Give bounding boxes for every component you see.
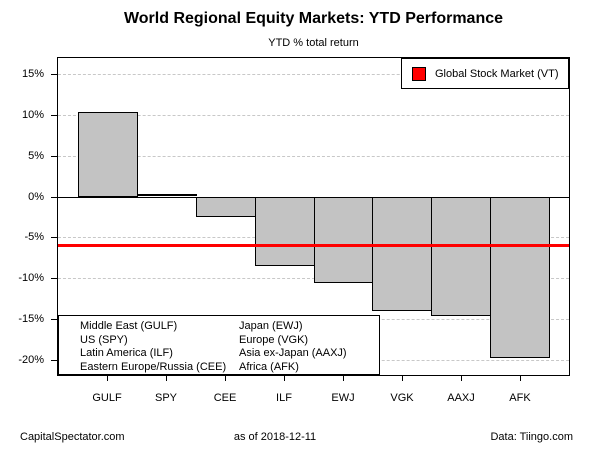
bar-ilf [255, 197, 315, 266]
bar-vgk [372, 197, 432, 311]
bar-gulf [78, 112, 138, 197]
x-tick-ilf [284, 376, 285, 381]
y-tick-15 [51, 74, 57, 75]
plot-area: Global Stock Market (VT) Middle East (GU… [57, 57, 570, 376]
global-stock-market-reference-line [58, 244, 569, 247]
legend-label: Global Stock Market (VT) [435, 67, 559, 80]
key-item-ewj: Japan (EWJ) [239, 320, 303, 332]
y-tick--15 [51, 319, 57, 320]
key-item-aaxj: Asia ex-Japan (AAXJ) [239, 347, 347, 360]
bar-cee [196, 197, 256, 217]
y-tick-label--5: -5% [24, 231, 44, 243]
footer-data-source: Data: Tiingo.com [490, 431, 573, 443]
key-item-afk: Africa (AFK) [239, 361, 299, 374]
bar-ewj [314, 197, 373, 283]
x-axis-label-ilf: ILF [276, 392, 292, 404]
x-tick-vgk [402, 376, 403, 381]
y-tick-0 [51, 197, 57, 198]
footer-as-of-date: as of 2018-12-11 [233, 431, 317, 443]
y-tick-10 [51, 115, 57, 116]
bar-afk [490, 197, 550, 358]
key-item-ilf: Latin America (ILF) [80, 347, 173, 360]
key-item-vgk: Europe (VGK) [239, 333, 309, 346]
ticker-key-column-2: Japan (EWJ) Europe (VGK) Asia ex-Japan (… [239, 320, 347, 375]
x-tick-ewj [343, 376, 344, 381]
bar-spy [137, 194, 197, 196]
x-axis-label-gulf: GULF [92, 392, 122, 404]
chart-subtitle: YTD % total return [268, 37, 359, 49]
zero-axis-line [58, 197, 569, 198]
key-item-cee: Eastern Europe/Russia (CEE) [80, 361, 227, 374]
key-item-spy: US (SPY) [80, 333, 128, 346]
footer-source-site: CapitalSpectator.com [20, 431, 125, 443]
y-tick-label-5: 5% [28, 150, 44, 162]
y-tick--10 [51, 278, 57, 279]
y-tick-label--10: -10% [18, 272, 44, 284]
x-tick-afk [520, 376, 521, 381]
gridline-10 [58, 115, 569, 116]
y-tick-label-10: 10% [21, 109, 44, 121]
x-axis-label-cee: CEE [213, 392, 237, 404]
chart-title: World Regional Equity Markets: YTD Perfo… [123, 10, 504, 27]
gridline-15 [58, 74, 569, 75]
x-tick-aaxj [461, 376, 462, 381]
x-tick-spy [166, 376, 167, 381]
x-axis-label-afk: AFK [509, 392, 531, 404]
x-tick-cee [225, 376, 226, 381]
key-item-gulf: Middle East (GULF) [80, 320, 178, 332]
x-axis-label-ewj: EWJ [331, 392, 355, 404]
y-tick--20 [51, 360, 57, 361]
y-tick-label--15: -15% [18, 313, 44, 325]
y-tick-label--20: -20% [18, 354, 44, 366]
x-axis-label-aaxj: AAXJ [447, 392, 475, 404]
gridline-5 [58, 156, 569, 157]
ticker-key-box: Middle East (GULF) US (SPY) Latin Americ… [58, 315, 380, 375]
x-axis-label-spy: SPY [154, 392, 177, 404]
x-axis-label-vgk: VGK [390, 392, 414, 404]
red-square-swatch-icon [412, 66, 426, 81]
y-tick-label-15: 15% [21, 68, 44, 80]
gridline--10 [58, 278, 569, 279]
legend-box: Global Stock Market (VT) [401, 58, 569, 89]
y-tick--5 [51, 237, 57, 238]
y-tick-5 [51, 156, 57, 157]
x-tick-gulf [107, 376, 108, 381]
y-tick-label-0: 0% [28, 191, 44, 203]
bar-aaxj [431, 197, 491, 316]
ticker-key-column-1: Middle East (GULF) US (SPY) Latin Americ… [80, 320, 226, 375]
